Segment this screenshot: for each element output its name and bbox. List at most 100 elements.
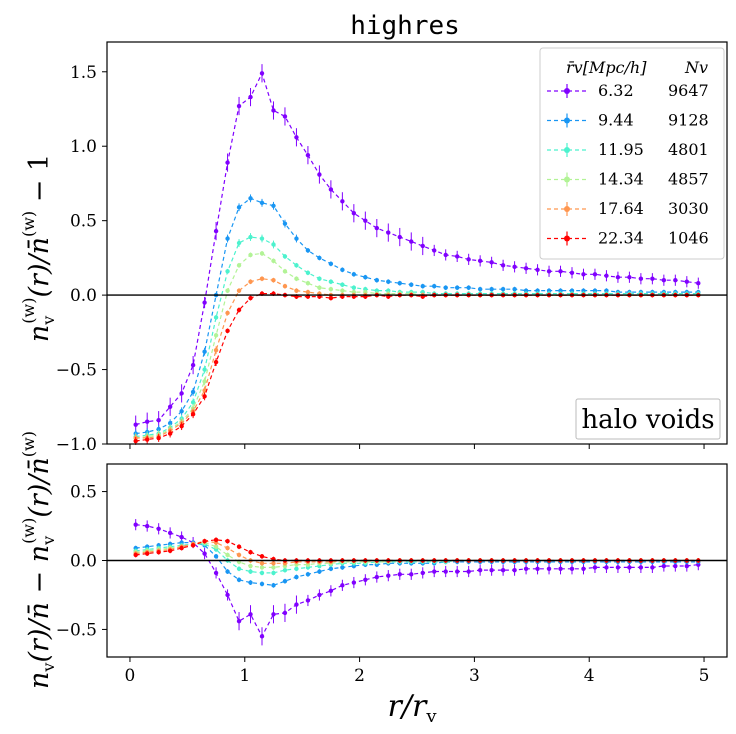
data-point <box>202 300 207 305</box>
data-point <box>236 288 242 293</box>
bottom-y-ticks: −0.5 0.0 0.5 <box>56 483 107 640</box>
x-tick-label: 3 <box>469 666 480 686</box>
data-point <box>386 279 391 284</box>
data-point <box>259 565 265 570</box>
data-point <box>190 362 196 368</box>
top-y-tick-label: 1.0 <box>70 137 97 157</box>
data-point <box>340 267 345 272</box>
legend-count: 3030 <box>668 199 709 218</box>
legend-header-n: Nv <box>684 58 708 77</box>
data-point <box>282 254 288 259</box>
data-point <box>673 563 678 569</box>
data-point <box>133 438 138 444</box>
data-point <box>627 275 632 280</box>
data-point <box>236 205 242 210</box>
data-point <box>202 394 207 399</box>
x-tick-label: 1 <box>239 666 250 686</box>
data-point <box>650 276 655 281</box>
legend-count: 9647 <box>668 81 709 100</box>
data-point <box>202 379 207 384</box>
data-point <box>248 569 253 574</box>
data-point <box>512 286 517 292</box>
data-point <box>454 569 460 574</box>
data-point <box>225 236 230 241</box>
data-point <box>213 554 219 559</box>
legend-entry: 11.95 4801 <box>547 140 709 159</box>
data-point <box>340 583 345 588</box>
bottom-series-22.34 <box>133 537 701 563</box>
data-point <box>328 295 334 301</box>
data-point <box>248 234 253 240</box>
data-point <box>213 333 219 338</box>
data-point <box>328 588 334 594</box>
data-point <box>133 422 138 427</box>
chart-title: highres <box>350 11 460 41</box>
legend-swatch-marker <box>564 117 570 124</box>
series-line <box>135 293 699 442</box>
data-point <box>179 545 184 551</box>
data-point <box>328 261 334 267</box>
data-point <box>523 566 529 571</box>
data-point <box>282 567 288 573</box>
data-point <box>248 279 253 284</box>
data-point <box>317 172 322 177</box>
bottom-y-tick-label: −0.5 <box>56 620 97 640</box>
series-line <box>135 541 699 569</box>
data-point <box>409 282 414 287</box>
data-point <box>512 567 517 573</box>
data-point <box>248 295 253 301</box>
data-point <box>305 289 311 295</box>
data-point <box>248 94 253 100</box>
data-point <box>454 285 460 290</box>
annotation-box: halo voids <box>575 398 721 440</box>
legend-swatch-marker <box>564 206 570 212</box>
data-point <box>225 569 230 574</box>
bottom-y-tick-label: 0.0 <box>70 552 97 572</box>
data-point <box>282 114 288 119</box>
data-point <box>202 539 207 544</box>
top-y-tick-label: 0.5 <box>70 212 97 232</box>
data-point <box>282 221 288 226</box>
data-point <box>328 279 334 284</box>
data-point <box>225 288 230 293</box>
data-point <box>305 152 311 158</box>
data-point <box>604 565 609 570</box>
data-point <box>156 426 161 432</box>
bottom-series-group <box>133 519 701 646</box>
bottom-x-ticks: 0 1 2 3 4 5 <box>125 657 709 686</box>
data-point <box>328 286 334 292</box>
data-point <box>259 251 265 256</box>
data-point <box>443 252 448 258</box>
annotation-frame <box>575 398 721 440</box>
data-point <box>236 240 242 246</box>
data-point <box>236 577 242 582</box>
data-point <box>213 348 219 353</box>
data-point <box>271 583 276 588</box>
x-tick-label: 0 <box>125 666 136 686</box>
data-point <box>294 574 299 580</box>
legend-entry: 14.34 4857 <box>547 170 709 189</box>
data-point <box>294 236 299 241</box>
data-point <box>466 569 471 574</box>
data-point <box>248 580 253 585</box>
data-point <box>271 203 276 208</box>
legend-entry: 6.32 9647 <box>547 81 709 100</box>
data-point <box>236 618 242 624</box>
series-line <box>135 541 699 586</box>
data-point <box>489 260 494 265</box>
data-point <box>190 400 196 405</box>
series-line <box>135 543 699 574</box>
x-tick-label: 2 <box>354 666 365 686</box>
data-point <box>179 534 184 540</box>
data-point <box>271 278 276 283</box>
top-y-axis-label: nv(w)(r)/n̄(w) − 1 <box>19 154 58 342</box>
data-point <box>650 565 655 570</box>
data-point <box>477 286 483 292</box>
data-point <box>236 307 242 313</box>
data-point <box>294 566 299 571</box>
data-point <box>546 269 552 274</box>
legend-radius: 6.32 <box>598 81 634 100</box>
data-point <box>202 367 207 372</box>
data-point <box>363 577 368 582</box>
